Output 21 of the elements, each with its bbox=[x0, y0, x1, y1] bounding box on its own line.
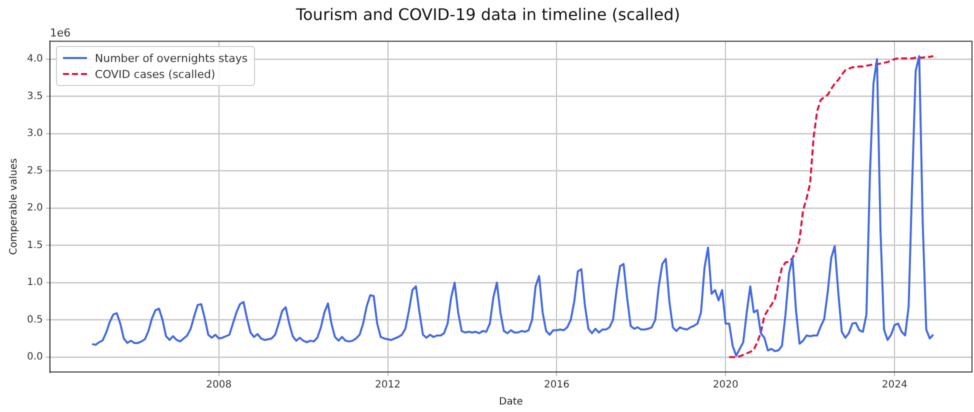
x-tick-label: 2024 bbox=[882, 380, 908, 391]
y-tick-label: 1.5 bbox=[26, 240, 43, 251]
y-tick-label: 2.0 bbox=[26, 202, 43, 214]
y-axis-title: Comperable values bbox=[8, 158, 20, 255]
legend-label: Number of overnights stays bbox=[94, 52, 248, 65]
y-tick-label: 4.0 bbox=[26, 54, 43, 65]
y-tick-label: 3.5 bbox=[26, 90, 43, 102]
x-tick-label: 2020 bbox=[712, 380, 738, 391]
y-tick-label: 3.0 bbox=[26, 128, 43, 140]
x-tick-label: 2016 bbox=[544, 380, 570, 391]
x-tick-label: 2012 bbox=[375, 380, 400, 391]
legend-label: COVID cases (scalled) bbox=[94, 68, 216, 81]
x-tick-label: 2008 bbox=[206, 380, 232, 391]
y-tick-label: 0.5 bbox=[26, 314, 43, 326]
line-series bbox=[728, 55, 934, 358]
y-tick-label: 1.0 bbox=[26, 277, 43, 288]
x-axis-title: Date bbox=[499, 396, 523, 408]
text: 1e6 bbox=[50, 26, 71, 40]
y-tick-label: 2.5 bbox=[26, 165, 43, 176]
chart-title: Tourism and COVID-19 data in timeline (scalled) bbox=[294, 4, 680, 24]
y-tick-label: 0.0 bbox=[26, 352, 43, 363]
